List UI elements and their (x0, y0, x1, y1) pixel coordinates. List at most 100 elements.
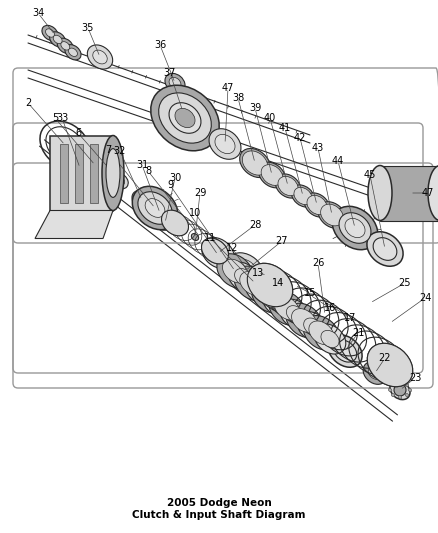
Text: 35: 35 (81, 23, 94, 33)
Bar (90, 143, 98, 203)
Text: 24: 24 (418, 293, 430, 303)
Text: 17: 17 (343, 313, 355, 323)
Ellipse shape (234, 269, 252, 286)
Text: 7: 7 (105, 145, 111, 155)
Ellipse shape (327, 335, 361, 367)
Ellipse shape (226, 253, 264, 289)
Ellipse shape (293, 188, 311, 205)
Text: 28: 28 (248, 220, 261, 230)
Ellipse shape (291, 309, 316, 332)
Text: 36: 36 (154, 40, 166, 50)
Text: 31: 31 (136, 160, 148, 170)
Ellipse shape (314, 324, 345, 354)
Ellipse shape (332, 206, 377, 249)
Text: 2005 Dodge Neon: 2005 Dodge Neon (166, 498, 271, 508)
Ellipse shape (239, 149, 270, 177)
Text: 12: 12 (225, 243, 238, 253)
Ellipse shape (147, 201, 172, 225)
Ellipse shape (46, 29, 54, 37)
Text: 47: 47 (221, 83, 233, 93)
Text: 29: 29 (193, 188, 206, 198)
Ellipse shape (161, 210, 188, 236)
Ellipse shape (397, 395, 401, 399)
Ellipse shape (247, 263, 292, 306)
Ellipse shape (372, 238, 396, 260)
Ellipse shape (169, 103, 201, 133)
Text: 14: 14 (271, 278, 283, 288)
Text: 25: 25 (398, 278, 410, 288)
Ellipse shape (207, 243, 228, 263)
Text: 6: 6 (75, 128, 81, 138)
Ellipse shape (338, 213, 370, 243)
Ellipse shape (303, 316, 339, 350)
Text: 37: 37 (163, 68, 176, 78)
Ellipse shape (165, 74, 185, 93)
Bar (50, 135, 113, 211)
Text: 11: 11 (203, 233, 215, 243)
Ellipse shape (362, 362, 386, 384)
Ellipse shape (215, 134, 234, 154)
Ellipse shape (158, 93, 211, 143)
Ellipse shape (138, 192, 172, 224)
Text: 42: 42 (293, 133, 305, 143)
Ellipse shape (92, 50, 107, 64)
Ellipse shape (233, 266, 270, 301)
Ellipse shape (132, 190, 152, 209)
Text: 38: 38 (231, 93, 244, 103)
Ellipse shape (106, 149, 120, 197)
Text: 23: 23 (408, 373, 420, 383)
Ellipse shape (262, 287, 293, 317)
Ellipse shape (320, 330, 338, 348)
Text: Clutch & Input Shaft Diagram: Clutch & Input Shaft Diagram (132, 510, 305, 520)
Ellipse shape (308, 321, 333, 345)
Ellipse shape (201, 238, 234, 269)
Text: 10: 10 (188, 208, 201, 218)
Text: 16: 16 (323, 303, 336, 313)
Ellipse shape (404, 383, 408, 386)
Ellipse shape (304, 193, 329, 217)
Text: 43: 43 (311, 143, 323, 153)
Ellipse shape (296, 312, 328, 342)
Ellipse shape (367, 166, 391, 221)
Text: 44: 44 (331, 156, 343, 166)
Ellipse shape (317, 201, 345, 228)
Ellipse shape (274, 296, 299, 320)
Ellipse shape (132, 187, 177, 230)
Ellipse shape (227, 262, 259, 292)
Ellipse shape (175, 108, 194, 127)
Ellipse shape (251, 278, 287, 313)
Ellipse shape (244, 274, 276, 304)
Ellipse shape (427, 166, 438, 221)
Ellipse shape (390, 393, 394, 397)
Ellipse shape (57, 38, 73, 53)
Ellipse shape (268, 293, 286, 311)
Ellipse shape (320, 204, 343, 226)
Ellipse shape (65, 45, 81, 60)
Ellipse shape (208, 247, 226, 263)
Ellipse shape (291, 185, 314, 207)
Ellipse shape (216, 254, 253, 288)
Text: 27: 27 (275, 236, 288, 246)
Ellipse shape (239, 271, 264, 295)
Ellipse shape (277, 176, 297, 196)
Text: 34: 34 (32, 8, 44, 18)
Text: 45: 45 (363, 170, 375, 180)
Text: 2: 2 (25, 98, 31, 108)
Ellipse shape (387, 388, 391, 392)
Ellipse shape (141, 196, 178, 230)
Ellipse shape (68, 48, 77, 56)
Ellipse shape (286, 305, 304, 323)
Ellipse shape (102, 135, 124, 211)
Ellipse shape (49, 32, 66, 47)
Text: 9: 9 (166, 180, 173, 190)
Ellipse shape (366, 232, 402, 266)
Circle shape (393, 384, 405, 396)
Ellipse shape (150, 85, 219, 151)
Ellipse shape (204, 242, 231, 268)
Ellipse shape (344, 219, 364, 238)
Text: 32: 32 (113, 146, 126, 156)
Ellipse shape (87, 45, 113, 69)
Ellipse shape (261, 165, 282, 185)
Ellipse shape (257, 284, 281, 308)
Text: 47: 47 (421, 188, 433, 198)
